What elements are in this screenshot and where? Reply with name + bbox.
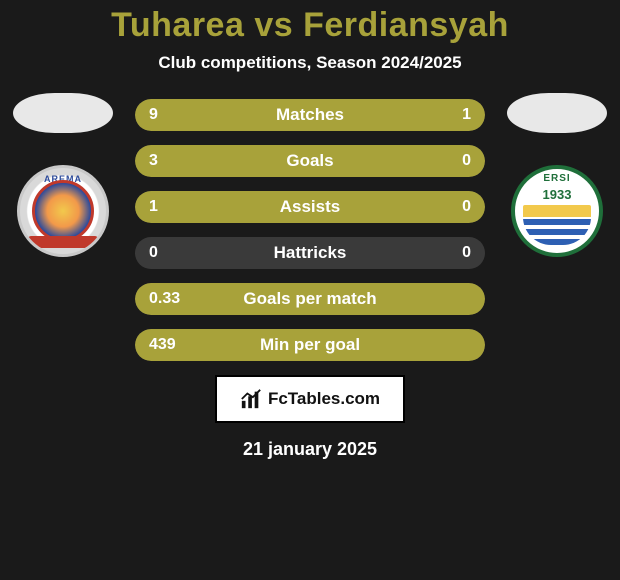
chart-icon [240, 388, 262, 410]
comparison-area: AREMA ERSI 1933 91Matches 30Goals 10Assist… [0, 99, 620, 361]
crest-arema-inner [32, 180, 94, 242]
subtitle: Club competitions, Season 2024/2025 [0, 53, 620, 73]
bar-label: Min per goal [135, 335, 485, 355]
player-left-silhouette [13, 93, 113, 133]
source-badge: FcTables.com [215, 375, 405, 423]
stat-bar-row: 00Hattricks [135, 237, 485, 269]
stat-bar-row: 0.33Goals per match [135, 283, 485, 315]
crest-arema: AREMA [17, 165, 109, 257]
source-badge-text: FcTables.com [268, 389, 380, 409]
bar-label: Matches [135, 105, 485, 125]
infographic-container: Tuharea vs Ferdiansyah Club competitions… [0, 0, 620, 580]
player-left-column: AREMA [8, 99, 118, 257]
page-title: Tuharea vs Ferdiansyah [0, 6, 620, 45]
crest-persib-waves [523, 217, 591, 245]
crest-persib-year: 1933 [515, 187, 599, 202]
stat-bar-row: 10Assists [135, 191, 485, 223]
crest-persib: ERSI 1933 [511, 165, 603, 257]
crest-persib-text: ERSI [515, 173, 599, 184]
footer-date: 21 january 2025 [0, 439, 620, 460]
crest-arema-ribbon [28, 236, 98, 248]
bar-label: Hattricks [135, 243, 485, 263]
stat-bar-row: 30Goals [135, 145, 485, 177]
player-right-silhouette [507, 93, 607, 133]
bar-label: Goals per match [135, 289, 485, 309]
bar-label: Goals [135, 151, 485, 171]
stat-bars: 91Matches 30Goals 10Assists 00Hattricks 0.33… [135, 99, 485, 361]
player-right-column: ERSI 1933 [502, 99, 612, 257]
stat-bar-row: 439Min per goal [135, 329, 485, 361]
bar-label: Assists [135, 197, 485, 217]
stat-bar-row: 91Matches [135, 99, 485, 131]
